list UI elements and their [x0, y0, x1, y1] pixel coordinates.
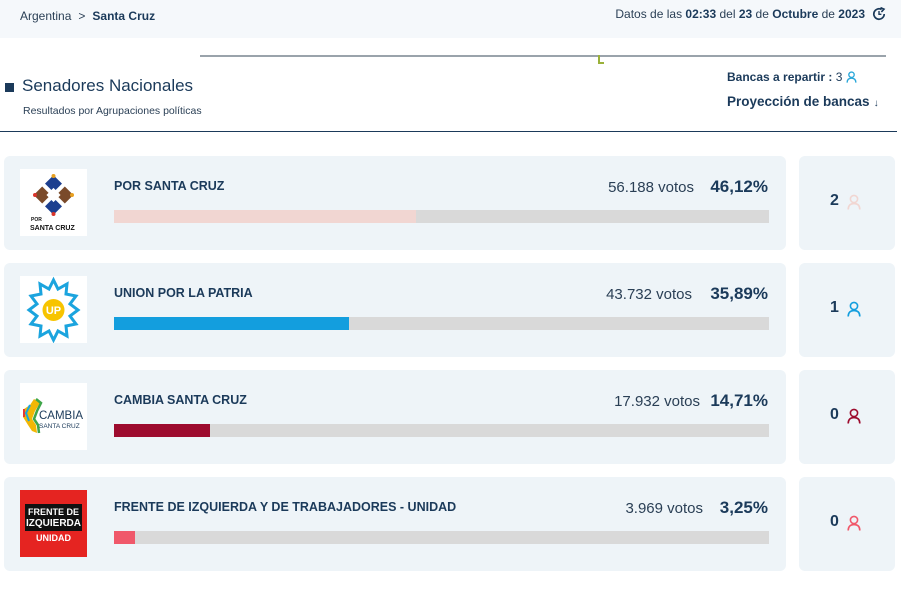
vote-bar-fill [114, 210, 417, 223]
vote-bar-track [114, 210, 769, 223]
party-name: POR SANTA CRUZ [114, 179, 225, 193]
top-bar: Argentina > Santa Cruz Datos de las 02:33 … [0, 0, 901, 38]
party-card: POR SANTA CRUZ POR SANTA CRUZ 56.188 vot… [4, 156, 786, 250]
person-icon [847, 194, 861, 210]
timestamp-day: 23 [738, 7, 753, 21]
timeline-track[interactable] [200, 55, 886, 57]
bancas-label: Bancas a repartir : [727, 70, 833, 84]
party-name: CAMBIA SANTA CRUZ [114, 393, 247, 407]
vote-bar-track [114, 424, 769, 437]
party-card: FRENTE DE IZQUIERDA UNIDAD FRENTE DE IZQ… [4, 477, 786, 571]
person-icon [847, 301, 861, 317]
party-votes: 43.732 votos [606, 286, 692, 303]
section-divider [0, 131, 897, 132]
breadcrumb-separator: > [78, 9, 86, 23]
vote-bar-fill [114, 424, 211, 437]
party-votes: 56.188 votos [608, 179, 694, 196]
party-logo: CAMBIA SANTA CRUZ [20, 383, 87, 450]
vote-bar-track [114, 317, 769, 330]
seat-card: 2 [799, 156, 895, 250]
timestamp-month: Octubre [772, 7, 819, 21]
timestamp-del: del [719, 7, 736, 21]
party-percent: 3,25% [719, 498, 768, 517]
bancas-value: 3 [835, 70, 843, 84]
party-name: UNION POR LA PATRIA [114, 286, 253, 300]
proyeccion-bancas-toggle[interactable]: Proyección de bancas ↓ [727, 94, 879, 109]
data-timestamp: Datos de las 02:33 del 23 de Octubre de … [615, 7, 865, 21]
logo-text-santa-cruz: SANTA CRUZ [39, 423, 80, 430]
party-percent: 35,89% [710, 284, 768, 303]
bancas-a-repartir: Bancas a repartir : 3 [727, 70, 857, 84]
logo-text-up: UP [46, 305, 61, 317]
vote-bar-track [114, 531, 769, 544]
party-logo: FRENTE DE IZQUIERDA UNIDAD [20, 490, 87, 557]
section-title: Senadores Nacionales [22, 76, 194, 95]
party-logo: UP [20, 276, 87, 343]
breadcrumb-root[interactable]: Argentina [20, 9, 72, 23]
seat-count: 0 [830, 513, 839, 530]
party-logo: POR SANTA CRUZ [20, 169, 87, 236]
breadcrumb: Argentina > Santa Cruz [20, 9, 155, 23]
party-card: CAMBIA SANTA CRUZ CAMBIA SANTA CRUZ 17.9… [4, 370, 786, 464]
logo-text-izquierda: IZQUIERDA [26, 518, 81, 529]
person-icon [846, 71, 857, 83]
seat-count: 1 [830, 299, 839, 316]
party-name: FRENTE DE IZQUIERDA Y DE TRABAJADORES - … [114, 500, 457, 514]
timestamp-time: 02:33 [685, 7, 717, 21]
party-card: UP UNION POR LA PATRIA 43.732 votos 35,8… [4, 263, 786, 357]
timeline-marker[interactable] [598, 55, 604, 64]
party-votes: 3.969 votos [625, 500, 703, 517]
logo-text-cambia: CAMBIA [39, 410, 83, 422]
logo-text-frente-de: FRENTE DE [28, 507, 79, 517]
breadcrumb-current: Santa Cruz [92, 9, 156, 23]
arrow-down-icon: ↓ [873, 98, 879, 109]
timestamp-prefix: Datos de las [615, 7, 683, 21]
seat-count: 2 [830, 192, 839, 209]
party-percent: 46,12% [710, 177, 768, 196]
logo-text-por: POR [31, 217, 42, 223]
vote-bar-fill [114, 531, 136, 544]
person-icon [847, 408, 861, 424]
timestamp-de: de [755, 7, 769, 21]
section-marker [5, 83, 14, 92]
logo-text-santa-cruz: SANTA CRUZ [30, 225, 75, 232]
timestamp-de-2: de [821, 7, 835, 21]
proyeccion-label: Proyección de bancas [727, 94, 870, 109]
seat-card: 1 [799, 263, 895, 357]
seat-card: 0 [799, 477, 895, 571]
party-votes: 17.932 votos [614, 393, 700, 410]
seat-count: 0 [830, 406, 839, 423]
logo-text-unidad: UNIDAD [36, 533, 71, 543]
vote-bar-fill [114, 317, 350, 330]
timestamp-year: 2023 [838, 7, 865, 21]
person-icon [847, 515, 861, 531]
seat-card: 0 [799, 370, 895, 464]
section-subtitle: Resultados por Agrupaciones políticas [23, 105, 202, 117]
party-percent: 14,71% [710, 391, 768, 410]
refresh-icon[interactable] [871, 6, 887, 22]
